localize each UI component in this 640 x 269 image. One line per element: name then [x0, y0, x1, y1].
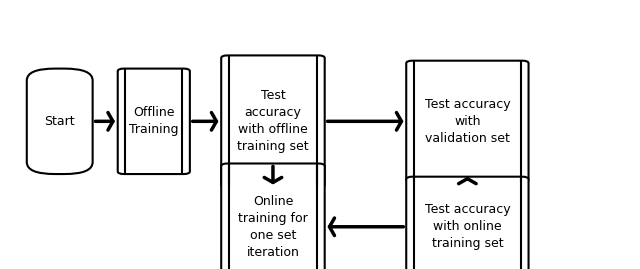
Text: Online
training for
one set
iteration: Online training for one set iteration [238, 195, 308, 259]
FancyBboxPatch shape [406, 61, 529, 182]
FancyBboxPatch shape [406, 177, 529, 269]
FancyBboxPatch shape [27, 69, 93, 174]
Text: Test accuracy
with
validation set: Test accuracy with validation set [424, 98, 510, 145]
Text: Test
accuracy
with offline
training set: Test accuracy with offline training set [237, 89, 308, 153]
FancyBboxPatch shape [118, 69, 190, 174]
Text: Offline
Training: Offline Training [129, 106, 179, 136]
Text: Start: Start [44, 115, 75, 128]
FancyBboxPatch shape [221, 55, 324, 187]
Text: Test accuracy
with online
training set: Test accuracy with online training set [424, 203, 510, 250]
FancyBboxPatch shape [221, 164, 324, 269]
